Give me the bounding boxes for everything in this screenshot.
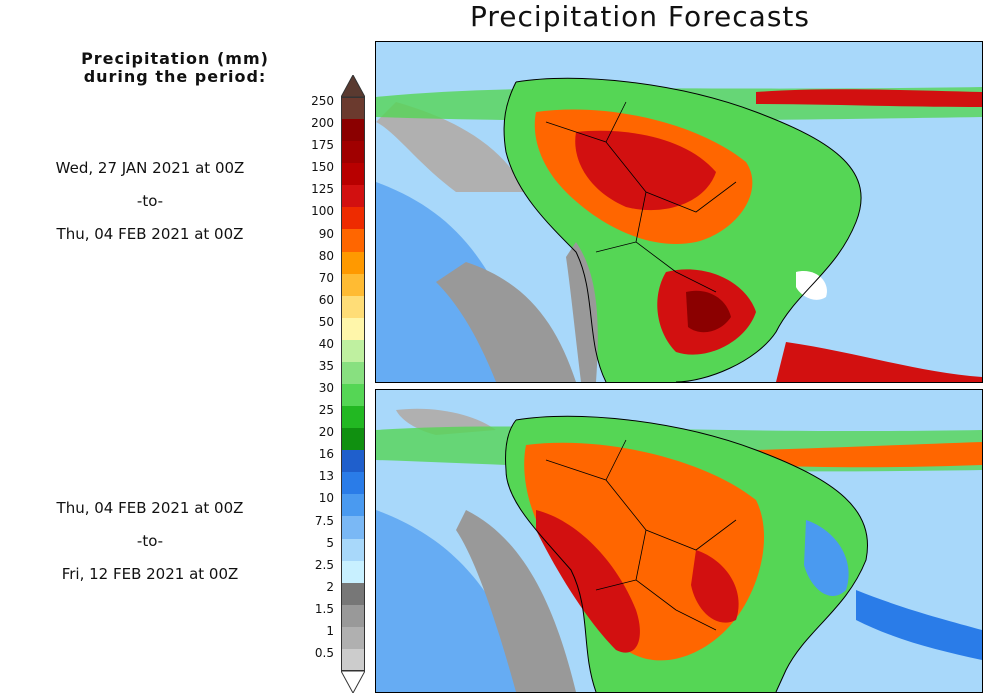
scale-tick-label: 2 — [326, 579, 334, 594]
scale-bin — [341, 516, 365, 539]
scale-bin — [341, 361, 365, 384]
legend-heading-line2: during the period: — [83, 67, 267, 86]
scale-bin — [341, 582, 365, 605]
scale-bin — [341, 406, 365, 429]
scale-bin — [341, 494, 365, 517]
forecast-map-period-1 — [375, 41, 983, 383]
scale-bin — [341, 626, 365, 649]
scale-bin — [341, 560, 365, 583]
scale-tick-label: 80 — [318, 248, 334, 263]
scale-tick-label: 200 — [311, 116, 334, 131]
scale-tick-label: 25 — [318, 403, 334, 418]
scale-tick-label: 35 — [318, 358, 334, 373]
scale-bin — [341, 339, 365, 362]
period-2-start: Thu, 04 FEB 2021 at 00Z — [56, 499, 244, 517]
scale-bin — [341, 141, 365, 164]
scale-tick-label: 7.5 — [314, 513, 334, 528]
scale-bin — [341, 648, 365, 671]
scale-tick-label: 30 — [318, 381, 334, 396]
south-america-map-2 — [376, 390, 982, 692]
scale-tick-label: 50 — [318, 314, 334, 329]
south-america-map-1 — [376, 42, 982, 382]
scale-bin — [341, 428, 365, 451]
scale-tick-label: 10 — [318, 491, 334, 506]
scale-tick-label: 175 — [311, 138, 334, 153]
scale-bin — [341, 604, 365, 627]
scale-bin — [341, 295, 365, 318]
page-title: Precipitation Forecasts — [470, 0, 810, 33]
legend-heading-line1: Precipitation (mm) — [81, 49, 269, 68]
scale-tick-label: 1 — [326, 623, 334, 638]
scale-bin — [341, 163, 365, 186]
scale-bin — [341, 229, 365, 252]
scale-bin — [341, 251, 365, 274]
scale-bin — [341, 384, 365, 407]
scale-tick-label: 90 — [318, 226, 334, 241]
period-2-to: -to- — [136, 532, 164, 550]
scale-bin — [341, 207, 365, 230]
scale-top-arrow-icon — [341, 75, 365, 97]
scale-bin — [341, 317, 365, 340]
scale-bin — [341, 97, 365, 120]
scale-tick-label: 125 — [311, 182, 334, 197]
scale-bottom-arrow-icon — [341, 671, 365, 693]
scale-tick-label: 150 — [311, 160, 334, 175]
scale-tick-label: 60 — [318, 292, 334, 307]
period-1-start: Wed, 27 JAN 2021 at 00Z — [55, 159, 245, 177]
scale-tick-label: 13 — [318, 469, 334, 484]
period-2-end: Fri, 12 FEB 2021 at 00Z — [61, 565, 239, 583]
scale-tick-label: 40 — [318, 336, 334, 351]
period-2-label: Thu, 04 FEB 2021 at 00Z -to- Fri, 12 FEB… — [0, 500, 300, 582]
scale-bin — [341, 538, 365, 561]
scale-bin — [341, 472, 365, 495]
scale-tick-label: 2.5 — [314, 557, 334, 572]
scale-tick-label: 5 — [326, 535, 334, 550]
forecast-map-period-2 — [375, 389, 983, 693]
period-1-label: Wed, 27 JAN 2021 at 00Z -to- Thu, 04 FEB… — [0, 160, 300, 242]
scale-tick-label: 250 — [311, 94, 334, 109]
scale-tick-label: 1.5 — [314, 601, 334, 616]
scale-bin — [341, 273, 365, 296]
scale-tick-label: 100 — [311, 204, 334, 219]
legend-heading: Precipitation (mm) during the period: — [40, 50, 310, 86]
scale-bin — [341, 185, 365, 208]
period-1-to: -to- — [136, 192, 164, 210]
scale-bin — [341, 450, 365, 473]
scale-tick-label: 16 — [318, 447, 334, 462]
scale-tick-label: 70 — [318, 270, 334, 285]
period-1-end: Thu, 04 FEB 2021 at 00Z — [56, 225, 244, 243]
scale-bin — [341, 119, 365, 142]
scale-tick-label: 0.5 — [314, 645, 334, 660]
scale-tick-label: 20 — [318, 425, 334, 440]
